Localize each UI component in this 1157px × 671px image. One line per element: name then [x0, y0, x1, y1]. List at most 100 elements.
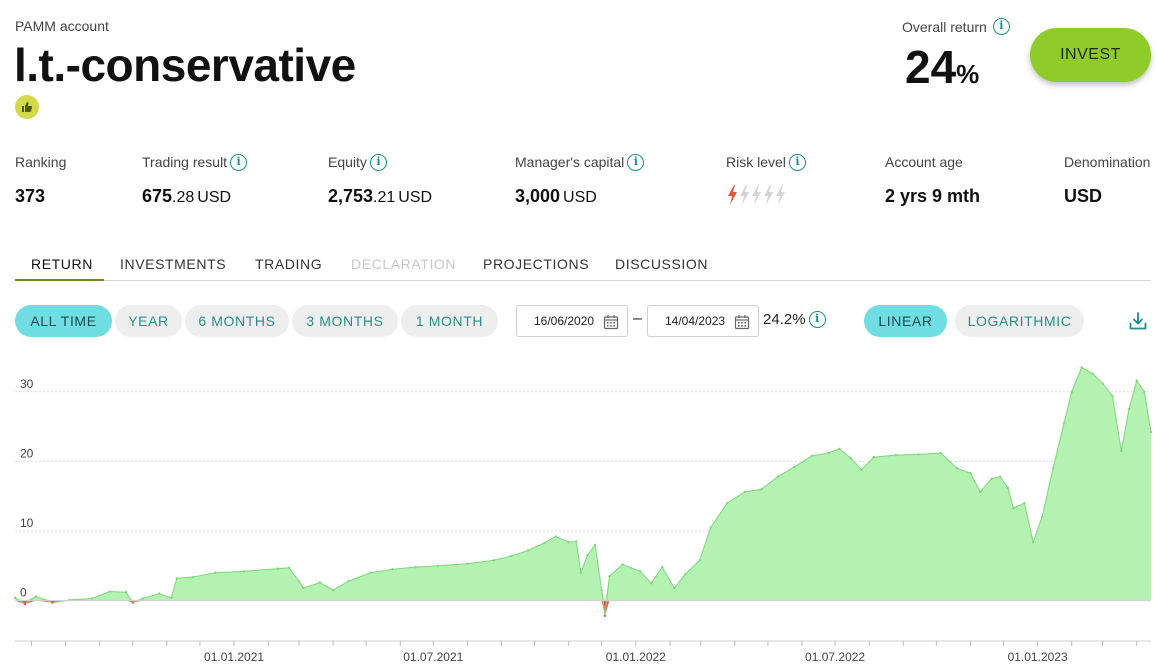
data-point[interactable]: [1143, 390, 1146, 393]
data-point[interactable]: [726, 501, 729, 505]
tab-projections[interactable]: PROJECTIONS: [483, 256, 590, 272]
data-point[interactable]: [347, 579, 350, 583]
data-point[interactable]: [214, 571, 217, 574]
data-point[interactable]: [23, 602, 27, 606]
info-icon[interactable]: i: [627, 153, 645, 171]
data-point[interactable]: [192, 575, 195, 579]
data-point[interactable]: [673, 586, 676, 590]
data-point[interactable]: [1012, 506, 1015, 510]
data-point[interactable]: [776, 475, 780, 478]
scale-linear-button[interactable]: LINEAR: [864, 305, 947, 337]
data-point[interactable]: [650, 581, 653, 585]
return-chart[interactable]: 0 10 20 30 01.01.2021 01.07.2021 01.01.2022 01.…: [0, 350, 1157, 671]
data-point[interactable]: [492, 559, 496, 562]
data-point[interactable]: [608, 575, 611, 578]
tab-discussion[interactable]: DISCUSSION: [615, 256, 709, 272]
period-6-months-button[interactable]: 6 MONTHS: [185, 305, 289, 337]
data-point[interactable]: [1051, 467, 1055, 470]
data-point[interactable]: [543, 541, 546, 545]
calendar-icon[interactable]: [603, 314, 619, 330]
data-point[interactable]: [586, 554, 589, 557]
data-point[interactable]: [956, 467, 959, 470]
data-point[interactable]: [990, 477, 993, 480]
data-point[interactable]: [698, 559, 701, 562]
data-point[interactable]: [170, 596, 173, 600]
data-point[interactable]: [579, 571, 582, 574]
tab-trading[interactable]: TRADING: [255, 256, 323, 272]
data-point[interactable]: [969, 472, 972, 475]
data-point[interactable]: [554, 535, 557, 538]
data-point[interactable]: [175, 577, 179, 580]
period-all-time-button[interactable]: ALL TIME: [15, 305, 112, 337]
data-point[interactable]: [709, 526, 712, 529]
data-point[interactable]: [1032, 540, 1035, 544]
data-point[interactable]: [1091, 372, 1094, 375]
data-point[interactable]: [1006, 486, 1010, 490]
data-point[interactable]: [567, 540, 570, 544]
data-point[interactable]: [661, 565, 664, 569]
data-point[interactable]: [827, 451, 830, 455]
data-point[interactable]: [575, 540, 578, 543]
data-point[interactable]: [603, 614, 607, 618]
data-point[interactable]: [998, 475, 1002, 478]
data-point[interactable]: [1127, 407, 1131, 411]
data-point[interactable]: [639, 570, 642, 573]
invest-button[interactable]: INVEST: [1030, 28, 1151, 82]
data-point[interactable]: [872, 456, 875, 459]
data-point[interactable]: [297, 579, 301, 583]
data-point[interactable]: [391, 568, 394, 571]
data-point[interactable]: [1135, 379, 1138, 382]
calendar-icon[interactable]: [734, 314, 750, 330]
data-point[interactable]: [510, 554, 513, 558]
data-point[interactable]: [302, 586, 305, 590]
data-point[interactable]: [760, 488, 763, 491]
data-point[interactable]: [743, 490, 747, 494]
data-point[interactable]: [331, 588, 335, 592]
data-point[interactable]: [621, 563, 624, 566]
data-point[interactable]: [414, 565, 417, 569]
scale-logarithmic-button[interactable]: LOGARITHMIC: [955, 305, 1084, 337]
data-point[interactable]: [838, 447, 841, 451]
data-point[interactable]: [894, 453, 897, 457]
data-point[interactable]: [1149, 430, 1153, 434]
data-point[interactable]: [242, 570, 246, 573]
data-point[interactable]: [860, 468, 863, 471]
period-year-button[interactable]: YEAR: [115, 305, 182, 337]
period-3-months-button[interactable]: 3 MONTHS: [292, 305, 398, 337]
data-point[interactable]: [1023, 501, 1026, 505]
data-point[interactable]: [849, 456, 852, 460]
download-icon[interactable]: [1128, 311, 1148, 331]
date-from-input[interactable]: 16/06/2020: [516, 305, 628, 337]
data-point[interactable]: [1120, 449, 1123, 453]
info-icon[interactable]: i: [992, 18, 1010, 35]
data-point[interactable]: [158, 592, 161, 595]
data-point[interactable]: [287, 566, 291, 570]
data-point[interactable]: [1111, 394, 1114, 398]
data-point[interactable]: [684, 572, 687, 576]
tab-investments[interactable]: INVESTMENTS: [120, 256, 227, 272]
data-point[interactable]: [1040, 515, 1044, 519]
data-point[interactable]: [1070, 390, 1073, 393]
data-point[interactable]: [13, 596, 17, 600]
data-point[interactable]: [810, 454, 814, 458]
data-point[interactable]: [1101, 382, 1104, 385]
data-point[interactable]: [1080, 366, 1083, 369]
data-point[interactable]: [51, 601, 54, 604]
data-point[interactable]: [436, 564, 439, 567]
data-point[interactable]: [939, 451, 942, 455]
data-point[interactable]: [1062, 421, 1066, 425]
info-icon[interactable]: i: [369, 153, 387, 171]
data-point[interactable]: [369, 571, 372, 574]
period-1-month-button[interactable]: 1 MONTH: [401, 305, 498, 337]
data-point[interactable]: [90, 597, 94, 600]
data-point[interactable]: [124, 591, 128, 594]
data-point[interactable]: [979, 490, 982, 494]
data-point[interactable]: [141, 597, 144, 600]
data-point[interactable]: [600, 588, 603, 592]
data-point[interactable]: [276, 567, 280, 570]
data-point[interactable]: [793, 465, 796, 469]
data-point[interactable]: [108, 590, 111, 593]
data-point[interactable]: [131, 601, 134, 604]
data-point[interactable]: [917, 453, 920, 456]
thumbs-up-icon[interactable]: [15, 95, 39, 119]
